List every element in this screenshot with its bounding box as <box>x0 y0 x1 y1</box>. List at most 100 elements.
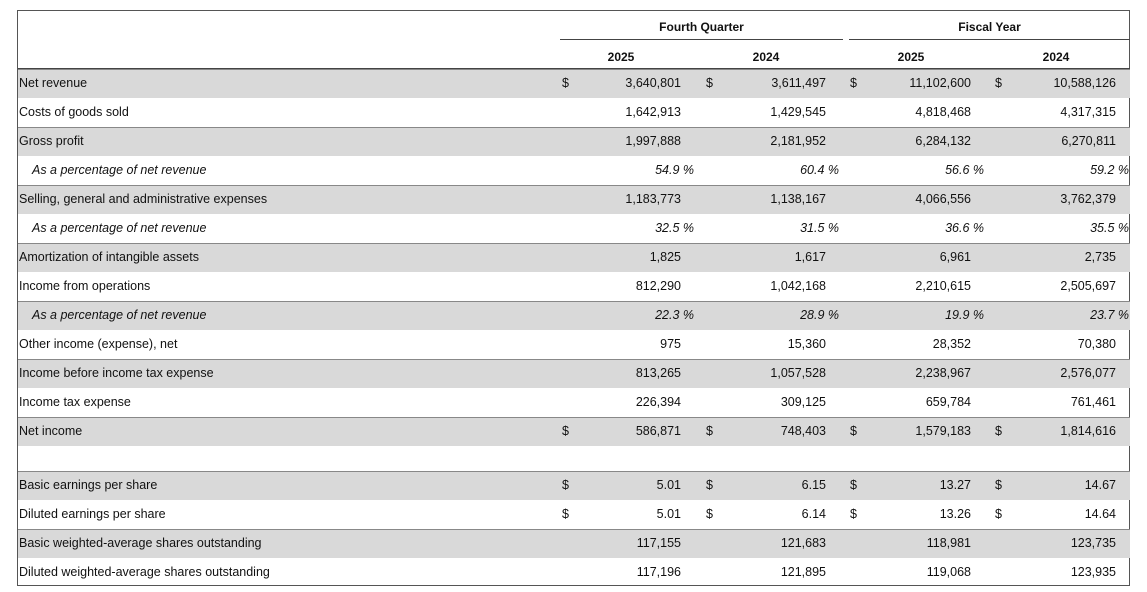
cell-value: 59.2 % <box>1090 163 1129 177</box>
currency-sign: $ <box>995 478 1002 492</box>
cell-value: 2,210,615 <box>915 279 971 293</box>
row-label: Basic earnings per share <box>19 478 158 492</box>
cell-value: 2,735 <box>1084 250 1116 264</box>
header-rule <box>18 68 1130 69</box>
cell-value: 6.14 <box>801 507 826 521</box>
row-label: Net revenue <box>19 76 88 90</box>
year-header: 2025 <box>607 50 635 64</box>
row-label: Other income (expense), net <box>19 337 178 351</box>
group-header: Fiscal Year <box>958 20 1021 34</box>
currency-sign: $ <box>995 424 1002 438</box>
cell-value: 70,380 <box>1077 337 1116 351</box>
cell-value: 35.5 % <box>1090 221 1129 235</box>
currency-sign: $ <box>850 424 857 438</box>
row-label: Net income <box>19 424 83 438</box>
table-row <box>18 301 1130 330</box>
cell-value: 4,317,315 <box>1060 105 1116 119</box>
cell-value: 4,066,556 <box>915 192 971 206</box>
cell-value: 1,814,616 <box>1060 424 1116 438</box>
group-rule <box>849 39 1130 40</box>
currency-sign: $ <box>706 507 713 521</box>
cell-value: 3,640,801 <box>625 76 681 90</box>
row-label: Diluted weighted-average shares outstand… <box>19 565 270 579</box>
cell-value: 123,935 <box>1070 565 1116 579</box>
cell-value: 2,576,077 <box>1060 366 1116 380</box>
cell-value: 2,505,697 <box>1060 279 1116 293</box>
currency-sign: $ <box>562 76 569 90</box>
currency-sign: $ <box>850 76 857 90</box>
cell-value: 5.01 <box>656 478 681 492</box>
row-label: As a percentage of net revenue <box>32 308 207 322</box>
row-label: As a percentage of net revenue <box>32 163 207 177</box>
cell-value: 6,284,132 <box>915 134 971 148</box>
cell-value: 22.3 % <box>655 308 694 322</box>
table-row <box>18 243 1130 272</box>
row-label: Amortization of intangible assets <box>19 250 199 264</box>
cell-value: 36.6 % <box>945 221 984 235</box>
cell-value: 23.7 % <box>1090 308 1129 322</box>
cell-value: 586,871 <box>635 424 681 438</box>
cell-value: 1,617 <box>794 250 826 264</box>
cell-value: 121,683 <box>780 536 826 550</box>
cell-value: 117,196 <box>636 565 681 579</box>
currency-sign: $ <box>995 76 1002 90</box>
cell-value: 1,183,773 <box>625 192 681 206</box>
cell-value: 2,181,952 <box>770 134 826 148</box>
cell-value: 1,138,167 <box>770 192 826 206</box>
cell-value: 13.27 <box>939 478 971 492</box>
table-row <box>18 529 1130 558</box>
cell-value: 54.9 % <box>655 163 694 177</box>
row-label: Diluted earnings per share <box>19 507 166 521</box>
cell-value: 14.67 <box>1084 478 1116 492</box>
currency-sign: $ <box>562 424 569 438</box>
cell-value: 1,825 <box>649 250 681 264</box>
cell-value: 2,238,967 <box>915 366 971 380</box>
cell-value: 56.6 % <box>945 163 984 177</box>
cell-value: 10,588,126 <box>1053 76 1116 90</box>
cell-value: 659,784 <box>925 395 971 409</box>
cell-value: 119,068 <box>926 565 971 579</box>
cell-value: 1,042,168 <box>770 279 826 293</box>
cell-value: 28,352 <box>932 337 971 351</box>
cell-value: 1,429,545 <box>770 105 826 119</box>
currency-sign: $ <box>562 478 569 492</box>
row-label: Gross profit <box>19 134 84 148</box>
cell-value: 309,125 <box>780 395 826 409</box>
group-rule <box>560 39 843 40</box>
cell-value: 813,265 <box>635 366 681 380</box>
row-label: Income before income tax expense <box>19 366 214 380</box>
cell-value: 118,981 <box>926 536 971 550</box>
row-label: Selling, general and administrative expe… <box>19 192 268 206</box>
cell-value: 6.15 <box>801 478 826 492</box>
table-row <box>18 69 1130 98</box>
currency-sign: $ <box>706 478 713 492</box>
cell-value: 19.9 % <box>945 308 984 322</box>
cell-value: 1,579,183 <box>915 424 971 438</box>
currency-sign: $ <box>706 76 713 90</box>
cell-value: 31.5 % <box>800 221 839 235</box>
row-label: Income tax expense <box>19 395 131 409</box>
row-label: As a percentage of net revenue <box>32 221 207 235</box>
table-row <box>18 471 1130 500</box>
cell-value: 812,290 <box>635 279 681 293</box>
cell-value: 6,961 <box>939 250 971 264</box>
cell-value: 60.4 % <box>800 163 839 177</box>
table-row <box>18 417 1130 446</box>
cell-value: 3,762,379 <box>1060 192 1116 206</box>
cell-value: 1,057,528 <box>770 366 826 380</box>
cell-value: 1,642,913 <box>625 105 681 119</box>
cell-value: 3,611,497 <box>771 76 826 90</box>
table-frame <box>17 10 1130 586</box>
currency-sign: $ <box>995 507 1002 521</box>
cell-value: 5.01 <box>656 507 681 521</box>
cell-value: 123,735 <box>1070 536 1116 550</box>
row-label: Costs of goods sold <box>19 105 129 119</box>
year-header: 2025 <box>897 50 925 64</box>
row-label: Basic weighted-average shares outstandin… <box>19 536 262 550</box>
cell-value: 748,403 <box>780 424 826 438</box>
group-header: Fourth Quarter <box>659 20 744 34</box>
cell-value: 11,102,600 <box>909 76 971 90</box>
table-row <box>18 127 1130 156</box>
currency-sign: $ <box>562 507 569 521</box>
